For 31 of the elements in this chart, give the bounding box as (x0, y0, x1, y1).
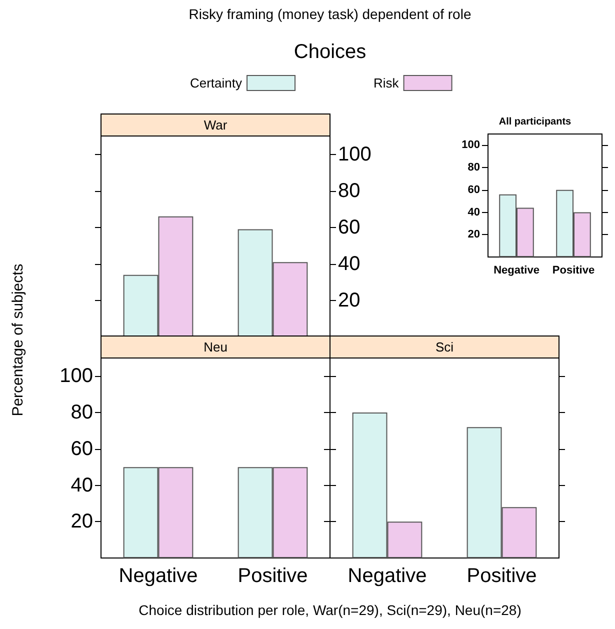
chart-title: All participants (498, 116, 572, 128)
legend-label: Certainty (190, 76, 243, 90)
y-tick-label: 20 (468, 228, 480, 241)
y-tick-label: 80 (338, 180, 360, 202)
text: Risky framing (money task) dependent of role (188, 6, 472, 22)
x-tick-label: Negative (494, 264, 540, 276)
y-tick-label: 100 (60, 365, 93, 388)
y-tick-label: 40 (70, 474, 93, 496)
y-tick-label: 20 (338, 289, 360, 312)
chart-title: Neu (204, 340, 228, 354)
y-tick-label: 40 (468, 206, 480, 218)
y-tick-label: 80 (70, 402, 93, 424)
x-tick-label: Negative (118, 565, 198, 587)
y-tick-label: 40 (338, 252, 360, 275)
y-axis-title: Percentage of subjects (10, 264, 26, 416)
y-tick-label: 60 (70, 438, 93, 460)
y-tick-label: 80 (468, 162, 480, 174)
legend-label: Risk (374, 76, 400, 90)
y-tick-label: 20 (70, 510, 93, 533)
chart-title: War (204, 118, 228, 132)
x-tick-label: Positive (466, 565, 537, 587)
legend-title: Choices (294, 41, 366, 63)
y-tick-label: 60 (468, 184, 480, 196)
x-axis-title: Choice distribution per role, War(n=29), Sci(n=29), Neu(n=28) (138, 602, 522, 618)
y-tick-label: 100 (338, 143, 372, 166)
y-tick-label: 60 (338, 216, 360, 238)
x-tick-label: Positive (238, 565, 308, 587)
chart-title: Sci (435, 340, 454, 354)
x-tick-label: Negative (348, 565, 427, 587)
x-tick-label: Positive (552, 264, 595, 276)
y-tick-label: 100 (462, 139, 480, 152)
